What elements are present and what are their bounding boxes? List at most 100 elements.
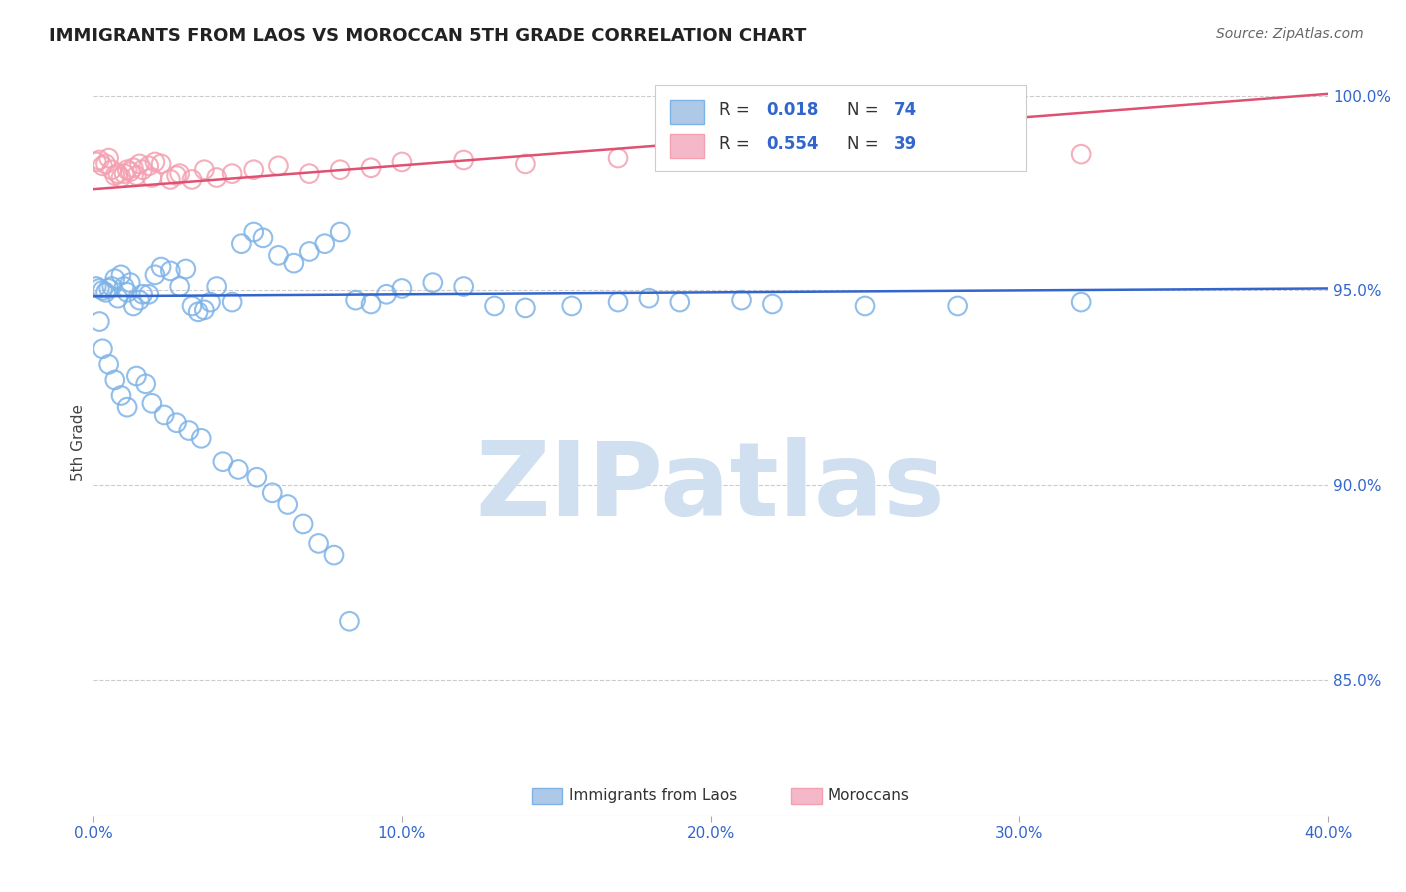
Point (360, 161, 382, 175)
Text: IMMIGRANTS FROM LAOS VS MOROCCAN 5TH GRADE CORRELATION CHART: IMMIGRANTS FROM LAOS VS MOROCCAN 5TH GRA… (49, 27, 807, 45)
Point (112, 279, 135, 293)
Point (267, 159, 290, 173)
Point (226, 462, 249, 476)
Point (89, 153, 111, 167)
Text: R =: R = (720, 135, 755, 153)
Y-axis label: 5th Grade: 5th Grade (72, 404, 86, 481)
Point (143, 268, 166, 282)
Point (128, 157, 150, 171)
Point (515, 301, 537, 315)
Point (141, 396, 163, 410)
Point (143, 155, 166, 169)
Point (231, 236, 253, 251)
Point (131, 162, 153, 177)
Point (107, 167, 129, 181)
Point (314, 236, 336, 251)
FancyBboxPatch shape (531, 788, 562, 804)
Point (122, 161, 145, 175)
Point (84, 279, 107, 293)
Point (169, 167, 191, 181)
Point (277, 498, 299, 512)
Point (308, 536, 330, 550)
Point (242, 162, 264, 177)
Point (138, 159, 160, 173)
Point (115, 400, 138, 414)
Point (484, 299, 506, 313)
Text: R =: R = (720, 101, 755, 119)
FancyBboxPatch shape (655, 85, 1025, 171)
Point (853, 151, 876, 165)
Point (242, 225, 264, 239)
Text: Source: ZipAtlas.com: Source: ZipAtlas.com (1216, 27, 1364, 41)
Text: N =: N = (846, 135, 883, 153)
Point (174, 262, 197, 277)
Point (1070, 147, 1092, 161)
Point (298, 167, 321, 181)
Point (607, 151, 630, 165)
Point (100, 279, 122, 293)
Point (97, 151, 120, 165)
Point (329, 225, 352, 239)
Point (668, 295, 690, 310)
Point (107, 291, 129, 305)
Point (94, 285, 117, 300)
Point (128, 293, 150, 307)
Point (110, 268, 132, 282)
Text: Immigrants from Laos: Immigrants from Laos (568, 789, 737, 803)
Point (89, 281, 111, 295)
Point (84, 155, 107, 169)
Point (761, 297, 783, 311)
Point (104, 271, 127, 285)
Point (125, 369, 148, 384)
Point (166, 169, 188, 183)
Point (453, 153, 475, 167)
Point (94, 157, 117, 171)
Point (104, 169, 127, 183)
Point (730, 149, 752, 163)
Point (267, 248, 290, 262)
Point (292, 516, 315, 531)
Text: 0.018: 0.018 (766, 101, 818, 119)
Point (190, 431, 212, 445)
Point (391, 155, 413, 169)
Text: N =: N = (846, 101, 883, 119)
Point (159, 172, 181, 186)
Point (638, 291, 661, 305)
Point (853, 299, 876, 313)
Point (150, 157, 173, 171)
Point (115, 285, 138, 300)
Point (298, 244, 321, 259)
Point (187, 305, 209, 319)
Point (135, 376, 157, 391)
Point (1070, 295, 1092, 310)
Point (212, 455, 235, 469)
Point (89, 314, 111, 328)
Point (221, 295, 243, 310)
Text: 0.554: 0.554 (766, 135, 818, 153)
Point (730, 293, 752, 307)
Point (97, 357, 120, 371)
Point (125, 169, 148, 183)
Point (120, 276, 142, 290)
Point (91, 342, 114, 356)
Point (360, 297, 382, 311)
Point (344, 293, 367, 307)
Point (115, 162, 138, 177)
Point (166, 416, 188, 430)
Point (122, 299, 145, 313)
Point (150, 260, 173, 274)
Point (153, 408, 176, 422)
FancyBboxPatch shape (669, 135, 704, 158)
Point (169, 279, 191, 293)
FancyBboxPatch shape (792, 788, 823, 804)
Text: ZIPatlas: ZIPatlas (475, 436, 945, 538)
Point (110, 388, 132, 402)
Point (561, 299, 583, 313)
Point (607, 295, 630, 310)
Point (323, 548, 346, 562)
Text: Moroccans: Moroccans (828, 789, 910, 803)
Point (177, 424, 200, 438)
Point (193, 302, 215, 317)
Text: 39: 39 (893, 135, 917, 153)
Point (221, 167, 243, 181)
